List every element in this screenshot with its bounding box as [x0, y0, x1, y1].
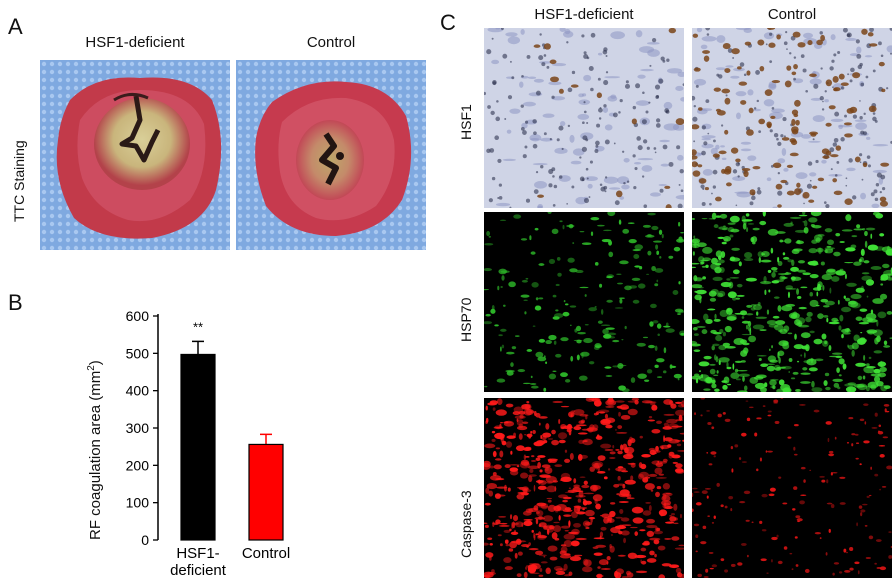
panel-a-letter: A — [8, 14, 23, 39]
ttc-photo-control — [236, 60, 426, 250]
micrograph-hsf1-deficient-caspase3 — [484, 398, 684, 578]
y-axis-label: RF coagulation area (mm2) — [86, 360, 104, 540]
bar-chart: 0 100 200 300 400 500 600 ** HSF1-deficient Cont… — [126, 308, 291, 579]
micrograph-hsf1-deficient-hsp70 — [484, 212, 684, 392]
panel-a-row-label: TTC Staining — [11, 140, 27, 222]
category-label: deficient — [170, 562, 227, 579]
y-axis: 0 100 200 300 400 500 600 — [126, 308, 159, 548]
micrograph-control-hsp70 — [692, 212, 892, 392]
row-label-caspase3: Caspase-3 — [458, 490, 474, 558]
panel-a-col-label-control: Control — [306, 34, 356, 51]
y-tick-label: 600 — [126, 308, 150, 324]
y-tick-label: 300 — [126, 420, 150, 436]
bars — [180, 340, 284, 541]
y-tick-label: 200 — [126, 457, 150, 473]
row-label-hsf1: HSF1 — [458, 104, 474, 140]
category-label: Control — [242, 545, 290, 562]
significance-label: ** — [193, 319, 203, 334]
panel-c-col-label-control: Control — [767, 6, 817, 23]
micrograph-hsf1-deficient-hsf1 — [484, 28, 684, 208]
panel-b-letter: B — [8, 290, 23, 315]
y-tick-label: 0 — [141, 532, 149, 548]
category-label: HSF1- — [176, 545, 219, 562]
micrograph-control-caspase3 — [692, 398, 892, 578]
bar-0 — [180, 353, 216, 541]
ttc-photo-hsf1-deficient — [40, 60, 230, 250]
y-tick-label: 400 — [126, 383, 150, 399]
y-tick-label: 500 — [126, 345, 150, 361]
panel-c-letter: C — [440, 10, 456, 35]
panel-a-col-label-hsf1: HSF1-deficient — [85, 34, 185, 51]
panel-c-col-label-hsf1: HSF1-deficient — [534, 6, 634, 23]
bar-1 — [248, 443, 284, 541]
micrograph-control-hsf1 — [692, 28, 892, 208]
category-labels: ** HSF1-deficient Control — [170, 319, 290, 579]
row-label-hsp70: HSP70 — [458, 297, 474, 342]
y-tick-label: 100 — [126, 495, 150, 511]
